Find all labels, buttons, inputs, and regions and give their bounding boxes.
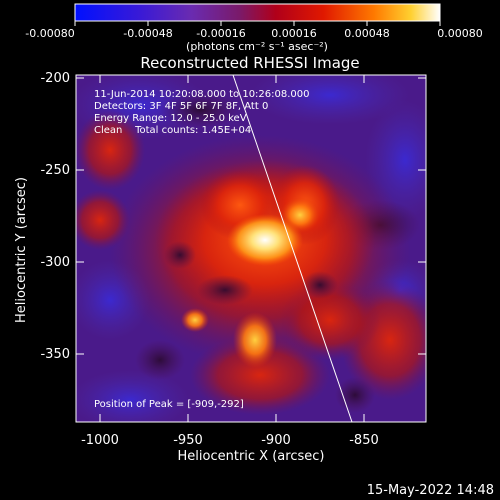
plot-frame bbox=[75, 74, 427, 423]
info-energy: Energy Range: 12.0 - 25.0 keV bbox=[94, 113, 247, 124]
solar-limb-line bbox=[232, 75, 353, 422]
colorbar-units: (photons cm⁻² s⁻¹ asec⁻²) bbox=[186, 40, 328, 53]
y-tick-label-0: -200 bbox=[40, 71, 70, 86]
info-clean: Clean Total counts: 1.45E+04 bbox=[94, 125, 251, 136]
x-tick-label-0: -1000 bbox=[81, 433, 119, 448]
colorbar-tick-1: -0.00048 bbox=[123, 27, 172, 40]
colorbar bbox=[74, 3, 441, 22]
colorbar-tick-0: -0.00080 bbox=[25, 27, 74, 40]
x-tick-label-2: -900 bbox=[261, 433, 291, 448]
x-axis-ticks bbox=[99, 75, 365, 422]
x-axis-label: Heliocentric X (arcsec) bbox=[178, 449, 325, 464]
colorbar-tick-5: 0.00080 bbox=[437, 27, 483, 40]
x-tick-label-1: -950 bbox=[173, 433, 203, 448]
y-axis-label: Heliocentric Y (arcsec) bbox=[14, 177, 29, 323]
colorbar-tick-3: 0.00016 bbox=[271, 27, 317, 40]
plot-title: Reconstructed RHESSI Image bbox=[140, 54, 359, 72]
info-time-range: 11-Jun-2014 10:20:08.000 to 10:26:08.000 bbox=[94, 89, 310, 100]
timestamp: 15-May-2022 14:48 bbox=[367, 483, 494, 498]
peak-position-label: Position of Peak = [-909,-292] bbox=[94, 399, 244, 410]
y-tick-label-3: -350 bbox=[40, 347, 70, 362]
y-tick-label-2: -300 bbox=[40, 255, 70, 270]
rhessi-image bbox=[76, 75, 426, 422]
info-detectors: Detectors: 3F 4F 5F 6F 7F 8F, Att 0 bbox=[94, 101, 268, 112]
colorbar-tick-2: -0.00016 bbox=[196, 27, 245, 40]
colorbar-ticks bbox=[74, 21, 441, 26]
y-axis-ticks bbox=[76, 77, 426, 355]
x-tick-label-3: -850 bbox=[349, 433, 379, 448]
y-tick-label-1: -250 bbox=[40, 163, 70, 178]
colorbar-tick-4: 0.00048 bbox=[344, 27, 390, 40]
